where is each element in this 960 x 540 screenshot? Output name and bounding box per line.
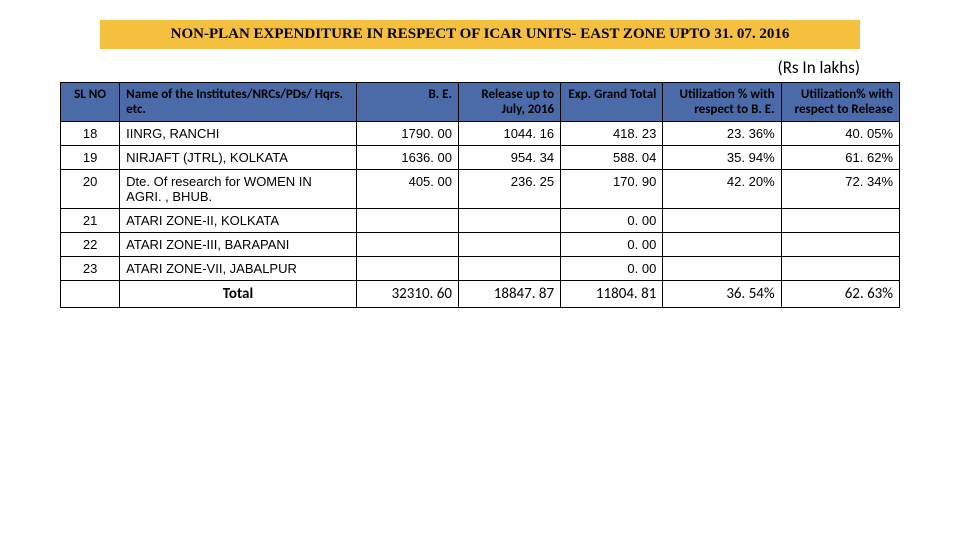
- total-row: Total 32310. 60 18847. 87 11804. 81 36. …: [61, 281, 900, 308]
- cell-slno: 22: [61, 233, 120, 257]
- cell-name: ATARI ZONE-VII, JABALPUR: [120, 257, 357, 281]
- cell-name: ATARI ZONE-III, BARAPANI: [120, 233, 357, 257]
- cell-slno: 18: [61, 122, 120, 146]
- cell-util-rel: 40. 05%: [781, 122, 899, 146]
- cell-name: NIRJAFT (JTRL), KOLKATA: [120, 146, 357, 170]
- cell-util-be: 35. 94%: [663, 146, 781, 170]
- total-release: 18847. 87: [458, 281, 560, 308]
- cell-slno: 21: [61, 209, 120, 233]
- cell-util-be: 42. 20%: [663, 170, 781, 209]
- cell-be: 1636. 00: [356, 146, 458, 170]
- table-row: 20 Dte. Of research for WOMEN IN AGRI. ,…: [61, 170, 900, 209]
- table-row: 18 IINRG, RANCHI 1790. 00 1044. 16 418. …: [61, 122, 900, 146]
- col-release: Release up to July, 2016: [458, 83, 560, 122]
- cell-slno: 19: [61, 146, 120, 170]
- total-be: 32310. 60: [356, 281, 458, 308]
- cell-util-rel: [781, 257, 899, 281]
- cell-util-be: [663, 257, 781, 281]
- cell-util-rel: 61. 62%: [781, 146, 899, 170]
- cell-util-be: 23. 36%: [663, 122, 781, 146]
- cell-release: 1044. 16: [458, 122, 560, 146]
- cell-be: [356, 233, 458, 257]
- total-util-be: 36. 54%: [663, 281, 781, 308]
- col-util-be: Utilization % with respect to B. E.: [663, 83, 781, 122]
- table-row: 22 ATARI ZONE-III, BARAPANI 0. 00: [61, 233, 900, 257]
- cell-release: [458, 209, 560, 233]
- table-row: 21 ATARI ZONE-II, KOLKATA 0. 00: [61, 209, 900, 233]
- cell-util-be: [663, 209, 781, 233]
- cell-be: [356, 209, 458, 233]
- cell-util-rel: [781, 209, 899, 233]
- empty-cell: [61, 281, 120, 308]
- cell-exp: 0. 00: [561, 209, 663, 233]
- cell-exp: 418. 23: [561, 122, 663, 146]
- cell-name: ATARI ZONE-II, KOLKATA: [120, 209, 357, 233]
- expenditure-table: SL NO Name of the Institutes/NRCs/PDs/ H…: [60, 82, 900, 308]
- cell-util-rel: [781, 233, 899, 257]
- cell-release: 954. 34: [458, 146, 560, 170]
- cell-name: IINRG, RANCHI: [120, 122, 357, 146]
- col-exp: Exp. Grand Total: [561, 83, 663, 122]
- cell-release: [458, 257, 560, 281]
- total-label: Total: [120, 281, 357, 308]
- cell-be: [356, 257, 458, 281]
- cell-util-rel: 72. 34%: [781, 170, 899, 209]
- col-be: B. E.: [356, 83, 458, 122]
- col-slno: SL NO: [61, 83, 120, 122]
- table-row: 23 ATARI ZONE-VII, JABALPUR 0. 00: [61, 257, 900, 281]
- total-exp: 11804. 81: [561, 281, 663, 308]
- cell-name: Dte. Of research for WOMEN IN AGRI. , BH…: [120, 170, 357, 209]
- title-banner: NON-PLAN EXPENDITURE IN RESPECT OF ICAR …: [100, 20, 860, 49]
- total-util-rel: 62. 63%: [781, 281, 899, 308]
- cell-exp: 588. 04: [561, 146, 663, 170]
- cell-slno: 23: [61, 257, 120, 281]
- cell-release: 236. 25: [458, 170, 560, 209]
- cell-slno: 20: [61, 170, 120, 209]
- cell-be: 405. 00: [356, 170, 458, 209]
- cell-exp: 0. 00: [561, 257, 663, 281]
- cell-exp: 170. 90: [561, 170, 663, 209]
- cell-exp: 0. 00: [561, 233, 663, 257]
- col-util-rel: Utilization% with respect to Release: [781, 83, 899, 122]
- cell-be: 1790. 00: [356, 122, 458, 146]
- cell-release: [458, 233, 560, 257]
- cell-util-be: [663, 233, 781, 257]
- units-subtitle: (Rs In lakhs): [60, 57, 860, 78]
- col-name: Name of the Institutes/NRCs/PDs/ Hqrs. e…: [120, 83, 357, 122]
- table-header-row: SL NO Name of the Institutes/NRCs/PDs/ H…: [61, 83, 900, 122]
- table-row: 19 NIRJAFT (JTRL), KOLKATA 1636. 00 954.…: [61, 146, 900, 170]
